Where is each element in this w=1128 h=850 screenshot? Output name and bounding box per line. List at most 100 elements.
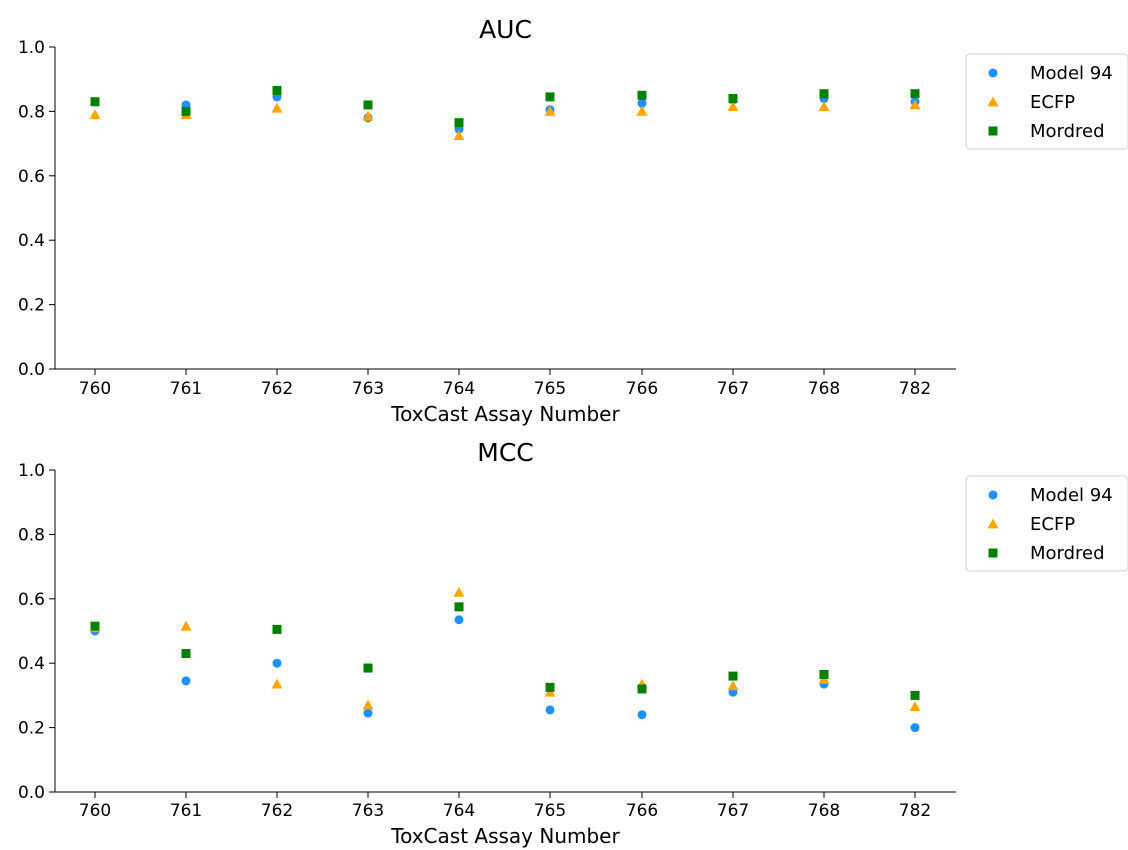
- data-point: [909, 701, 921, 712]
- y-tick-label: 1.0: [18, 461, 45, 481]
- data-point: [89, 109, 101, 120]
- data-point: [727, 101, 739, 111]
- data-point: [180, 620, 192, 631]
- series-ecfp: [89, 586, 921, 712]
- legend-marker: [987, 518, 999, 529]
- x-tick-label: 766: [626, 379, 658, 399]
- data-point: [819, 89, 829, 99]
- x-tick-label: 768: [808, 379, 840, 399]
- x-axis-title: ToxCast Assay Number: [390, 402, 620, 426]
- data-point: [454, 118, 464, 128]
- data-point: [637, 684, 647, 694]
- data-point: [728, 94, 738, 104]
- data-point: [181, 649, 191, 659]
- data-point: [637, 710, 647, 720]
- x-tick-label: 764: [443, 801, 475, 821]
- chart-title: AUC: [479, 15, 532, 44]
- x-tick-label: 764: [443, 379, 475, 399]
- x-tick-label: 768: [808, 801, 840, 821]
- y-tick-label: 0.8: [18, 525, 45, 545]
- data-point: [362, 699, 374, 710]
- legend-marker: [988, 490, 998, 500]
- data-point: [363, 708, 373, 718]
- data-point: [453, 586, 465, 597]
- series-mordred: [90, 85, 920, 128]
- y-tick-label: 0.0: [18, 783, 45, 803]
- x-axis-title: ToxCast Assay Number: [390, 824, 620, 848]
- data-point: [454, 615, 464, 625]
- legend-label: ECFP: [1030, 514, 1075, 535]
- data-point: [181, 106, 191, 116]
- legend: Model 94 ECFP Mordred: [965, 475, 1128, 572]
- legend-marker: [988, 548, 998, 558]
- chart-panel-1: MCC 0.0 0.2 0.4 0.6 0.8 1.0 760 761 762 763 764 765 7…: [18, 438, 1128, 848]
- data-point: [819, 669, 829, 679]
- y-tick-label: 1.0: [18, 38, 45, 58]
- x-tick-label: 767: [717, 379, 749, 399]
- y-tick-label: 0.2: [18, 719, 45, 739]
- data-point: [271, 102, 283, 113]
- y-tick-label: 0.8: [18, 102, 45, 122]
- data-point: [909, 99, 921, 110]
- y-tick-label: 0.0: [18, 360, 45, 380]
- data-point: [272, 658, 282, 668]
- data-point: [272, 624, 282, 634]
- data-point: [910, 89, 920, 99]
- data-point: [545, 705, 555, 715]
- data-point: [454, 602, 464, 612]
- series-model-94: [90, 615, 920, 733]
- data-point: [271, 678, 283, 689]
- data-point: [637, 90, 647, 100]
- x-tick-label: 762: [261, 801, 293, 821]
- x-tick-label: 765: [534, 801, 566, 821]
- data-point: [362, 110, 374, 121]
- data-point: [545, 682, 555, 692]
- x-tick-label: 761: [170, 379, 202, 399]
- legend-marker: [987, 96, 999, 107]
- series-model-94: [90, 92, 920, 134]
- data-point: [637, 98, 647, 108]
- data-point: [636, 105, 648, 116]
- data-point: [727, 680, 739, 691]
- legend: Model 94 ECFP Mordred: [965, 53, 1128, 150]
- series-mordred: [90, 602, 920, 700]
- legend-label: Mordred: [1030, 543, 1105, 564]
- x-tick-label: 765: [534, 379, 566, 399]
- legend-frame: [965, 475, 1128, 572]
- data-point: [818, 101, 830, 111]
- legend-frame: [965, 53, 1128, 150]
- data-point: [910, 690, 920, 700]
- data-point: [545, 92, 555, 102]
- data-point: [90, 621, 100, 631]
- y-tick-label: 0.4: [18, 231, 45, 251]
- data-point: [910, 723, 920, 733]
- data-point: [728, 671, 738, 681]
- x-tick-label: 760: [79, 379, 111, 399]
- data-point: [181, 676, 191, 686]
- legend-label: Model 94: [1030, 63, 1113, 84]
- legend-label: Model 94: [1030, 485, 1113, 506]
- data-point: [453, 130, 465, 140]
- data-point: [363, 663, 373, 673]
- y-tick-label: 0.6: [18, 590, 45, 610]
- data-point: [363, 100, 373, 110]
- legend-marker: [988, 68, 998, 78]
- series-ecfp: [89, 99, 921, 140]
- x-tick-label: 760: [79, 801, 111, 821]
- x-tick-label: 782: [899, 379, 931, 399]
- legend-label: Mordred: [1030, 121, 1105, 142]
- chart-panel-0: AUC 0.0 0.2 0.4 0.6 0.8 1.0 760 761 762 763 764 765 7…: [18, 15, 1128, 426]
- x-tick-label: 761: [170, 801, 202, 821]
- data-point: [90, 97, 100, 107]
- x-tick-label: 766: [626, 801, 658, 821]
- x-tick-label: 763: [352, 379, 384, 399]
- y-tick-label: 0.2: [18, 296, 45, 316]
- x-tick-label: 763: [352, 801, 384, 821]
- y-tick-label: 0.4: [18, 654, 45, 674]
- y-tick-label: 0.6: [18, 167, 45, 187]
- x-tick-label: 767: [717, 801, 749, 821]
- chart-title: MCC: [477, 438, 533, 467]
- data-point: [544, 105, 556, 116]
- legend-label: ECFP: [1030, 92, 1075, 113]
